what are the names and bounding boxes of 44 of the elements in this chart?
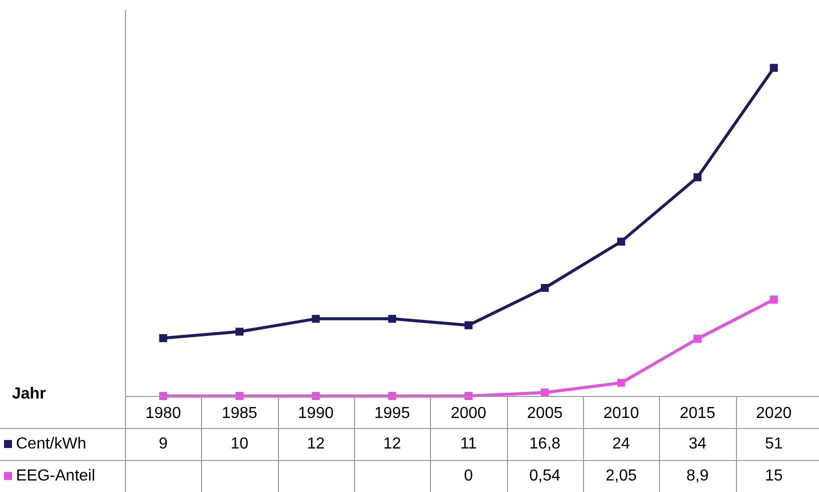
x-tick-label: 2010 bbox=[603, 405, 640, 422]
point bbox=[617, 378, 626, 387]
point bbox=[464, 392, 472, 400]
x-tick-label: 1985 bbox=[222, 405, 258, 422]
data-label: 12 bbox=[306, 435, 325, 452]
data-label: 9 bbox=[158, 435, 168, 452]
point bbox=[617, 238, 626, 246]
point bbox=[236, 328, 244, 336]
data-label: 24 bbox=[612, 435, 630, 452]
data-label: 16,8 bbox=[529, 435, 561, 452]
x-tick-label: 2005 bbox=[527, 405, 563, 422]
data-label: 2,05 bbox=[606, 467, 637, 484]
legend-label: EEG-Anteil bbox=[16, 467, 96, 484]
data-label: 10 bbox=[230, 435, 248, 452]
data-label: 11 bbox=[460, 435, 477, 452]
point bbox=[770, 296, 778, 304]
point bbox=[312, 392, 320, 400]
data-label: 12 bbox=[383, 435, 402, 452]
x-tick-label: 2000 bbox=[450, 405, 486, 422]
point bbox=[388, 314, 396, 323]
point bbox=[694, 334, 702, 343]
point bbox=[236, 392, 244, 400]
point bbox=[540, 388, 549, 396]
point bbox=[694, 173, 702, 182]
x-tick-label: 1980 bbox=[145, 405, 182, 422]
x-axis-title: Jahr bbox=[12, 385, 46, 402]
data-label: 0 bbox=[464, 467, 474, 484]
data-label: 8,9 bbox=[686, 467, 709, 484]
data-label: 34 bbox=[688, 435, 706, 452]
point bbox=[770, 64, 778, 72]
point bbox=[159, 334, 168, 342]
point bbox=[464, 321, 472, 330]
data-label: 51 bbox=[764, 435, 783, 452]
x-tick-label: 2015 bbox=[680, 405, 716, 422]
data-label: 15 bbox=[764, 467, 783, 484]
x-tick-label: 2020 bbox=[756, 405, 792, 422]
data-label: 0,54 bbox=[529, 467, 561, 484]
point bbox=[540, 284, 549, 292]
point bbox=[159, 392, 168, 400]
legend-label: Cent/kWh bbox=[16, 435, 86, 452]
point bbox=[312, 314, 320, 323]
point bbox=[388, 392, 396, 400]
x-tick-label: 1995 bbox=[374, 405, 410, 422]
x-tick-label: 1990 bbox=[298, 405, 334, 422]
